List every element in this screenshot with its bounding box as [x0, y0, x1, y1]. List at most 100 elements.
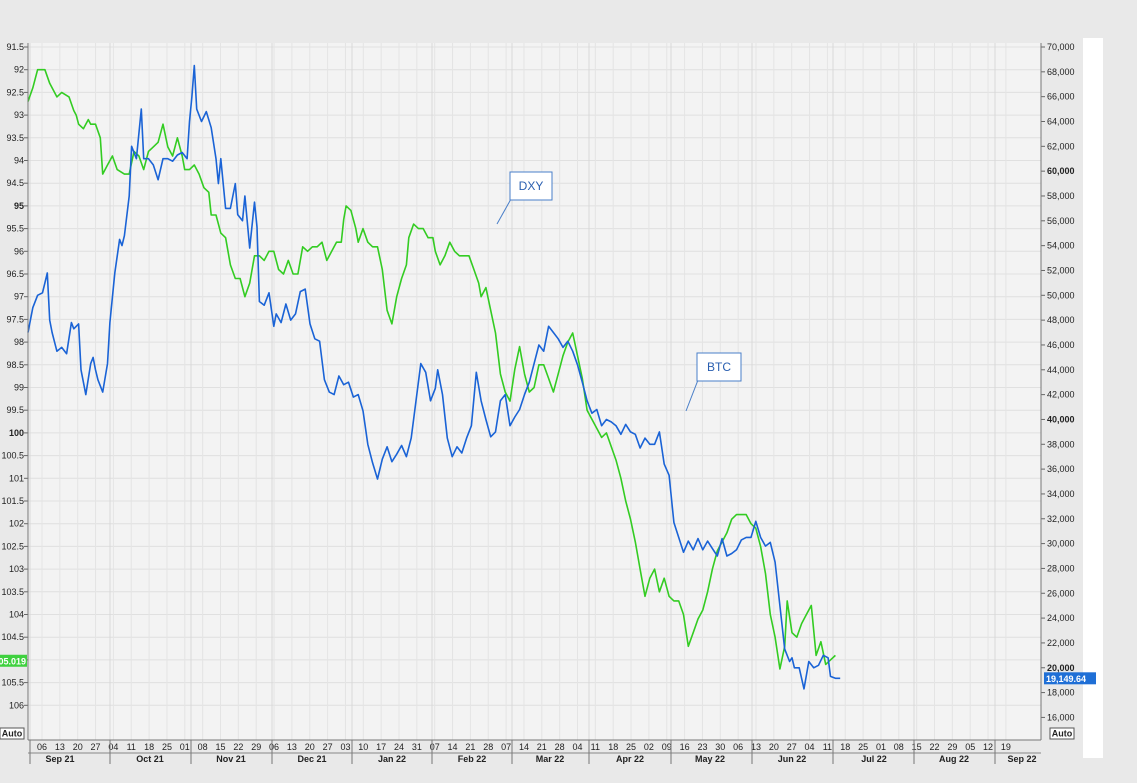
- x-day-label: 25: [626, 742, 636, 752]
- right-tick-label: 64,000: [1047, 116, 1075, 126]
- x-day-label: 07: [430, 742, 440, 752]
- x-day-label: 27: [91, 742, 101, 752]
- right-tick-label: 70,000: [1047, 42, 1075, 52]
- x-day-label: 14: [448, 742, 458, 752]
- left-tick-label: 100.5: [1, 451, 24, 461]
- right-tick-label: 28,000: [1047, 563, 1075, 573]
- x-day-label: 09: [662, 742, 672, 752]
- x-day-label: 25: [858, 742, 868, 752]
- dxy-callout-label: DXY: [519, 179, 544, 193]
- right-tick-label: 54,000: [1047, 241, 1075, 251]
- right-axis: 70,000 68,000 66,000 64,000 62,000 60,000 58,0…: [1040, 42, 1096, 740]
- dxy-callout-pointer: [496, 198, 512, 225]
- left-tick-label: 96: [14, 246, 24, 256]
- x-day-label: 13: [55, 742, 65, 752]
- auto-scale-toggle[interactable]: [0, 727, 25, 740]
- x-day-label: 18: [608, 742, 618, 752]
- right-tick-label: 58,000: [1047, 191, 1075, 201]
- left-tick-label: 98.5: [6, 360, 24, 370]
- left-tick-label: 95: [14, 201, 24, 211]
- x-day-label: 20: [73, 742, 83, 752]
- x-day-label: 03: [340, 742, 350, 752]
- left-axis: 91.5 92 92.5 93 93.5 94 94.5 95 95.5 96 96.5 97 97.5…: [0, 42, 29, 740]
- btc-series-line: [27, 64, 841, 690]
- x-day-label: 01: [180, 742, 190, 752]
- x-month-label: Jan 22: [378, 754, 406, 764]
- left-tick-label: 91.5: [6, 42, 24, 52]
- x-day-label: 02: [644, 742, 654, 752]
- x-day-label: 04: [572, 742, 582, 752]
- right-tick-label: 16,000: [1047, 712, 1075, 722]
- x-month-label: Dec 21: [297, 754, 326, 764]
- right-tick-label: 22,000: [1047, 638, 1075, 648]
- x-day-label: 28: [555, 742, 565, 752]
- x-month-label: Aug 22: [939, 754, 969, 764]
- right-tick-label: 30,000: [1047, 539, 1075, 549]
- x-day-label: 13: [287, 742, 297, 752]
- right-tick-label: 48,000: [1047, 315, 1075, 325]
- left-tick-label: 94.5: [6, 178, 24, 188]
- left-tick-label: 92: [14, 65, 24, 75]
- left-tick-label: 101.5: [1, 496, 24, 506]
- left-tick-label: 93.5: [6, 133, 24, 143]
- x-month-label: Nov 21: [216, 754, 246, 764]
- x-day-label: 20: [305, 742, 315, 752]
- x-day-label: 13: [751, 742, 761, 752]
- x-day-label: 27: [323, 742, 333, 752]
- x-month-label: Jun 22: [778, 754, 807, 764]
- left-tick-label: 102: [9, 519, 24, 529]
- x-day-label: 15: [912, 742, 922, 752]
- x-month-label: Jul 22: [861, 754, 887, 764]
- left-tick-label: 100: [9, 428, 24, 438]
- auto-scale-toggle[interactable]: [1049, 727, 1075, 740]
- right-tick-label: 52,000: [1047, 265, 1075, 275]
- auto-scale-label: Auto: [1052, 729, 1073, 739]
- left-tick-label: 97: [14, 292, 24, 302]
- btc-last-value-badge: [1044, 672, 1096, 685]
- x-day-label: 21: [537, 742, 547, 752]
- x-month-label: Sep 21: [45, 754, 74, 764]
- x-day-label: 23: [697, 742, 707, 752]
- right-tick-label: 44,000: [1047, 365, 1075, 375]
- left-tick-label: 98: [14, 337, 24, 347]
- x-month-label: Sep 22: [1007, 754, 1036, 764]
- left-tick-label: 106: [9, 700, 24, 710]
- x-day-label: 01: [876, 742, 886, 752]
- left-tick-label: 101: [9, 473, 24, 483]
- auto-scale-label: Auto: [2, 729, 23, 739]
- x-month-label: Oct 21: [136, 754, 164, 764]
- x-day-label: 08: [894, 742, 904, 752]
- grid: [28, 43, 1041, 740]
- left-tick-label: 103: [9, 564, 24, 574]
- x-day-label: 30: [715, 742, 725, 752]
- right-tick-label: 18,000: [1047, 688, 1075, 698]
- x-axis: 06 13 20 27 04 11 18 25 01 08 15 22 29 06 13 20 27 03 10 17…: [0, 727, 1075, 764]
- left-tick-label: 93: [14, 110, 24, 120]
- x-day-label: 17: [376, 742, 386, 752]
- left-tick-label: 104.5: [1, 632, 24, 642]
- dxy-last-value-label: 105.019: [0, 656, 26, 666]
- left-tick-label: 105.5: [1, 678, 24, 688]
- x-month-label: Apr 22: [616, 754, 644, 764]
- right-tick-label: 24,000: [1047, 613, 1075, 623]
- x-day-label: 12: [983, 742, 993, 752]
- plot-background: [28, 43, 1041, 740]
- x-day-label: 18: [840, 742, 850, 752]
- x-day-label: 10: [358, 742, 368, 752]
- x-day-label: 22: [233, 742, 243, 752]
- right-tick-label: 56,000: [1047, 216, 1075, 226]
- x-day-label: 07: [501, 742, 511, 752]
- left-tick-label: 92.5: [6, 87, 24, 97]
- x-day-label: 05: [965, 742, 975, 752]
- x-day-label: 15: [215, 742, 225, 752]
- x-day-label: 29: [947, 742, 957, 752]
- x-day-label: 22: [929, 742, 939, 752]
- series-layer: [27, 64, 841, 690]
- right-tick-label: 38,000: [1047, 439, 1075, 449]
- right-tick-label: 60,000: [1047, 166, 1075, 176]
- dxy-series-line: [27, 68, 836, 670]
- left-tick-label: 103.5: [1, 587, 24, 597]
- dxy-last-value-badge: [0, 654, 27, 667]
